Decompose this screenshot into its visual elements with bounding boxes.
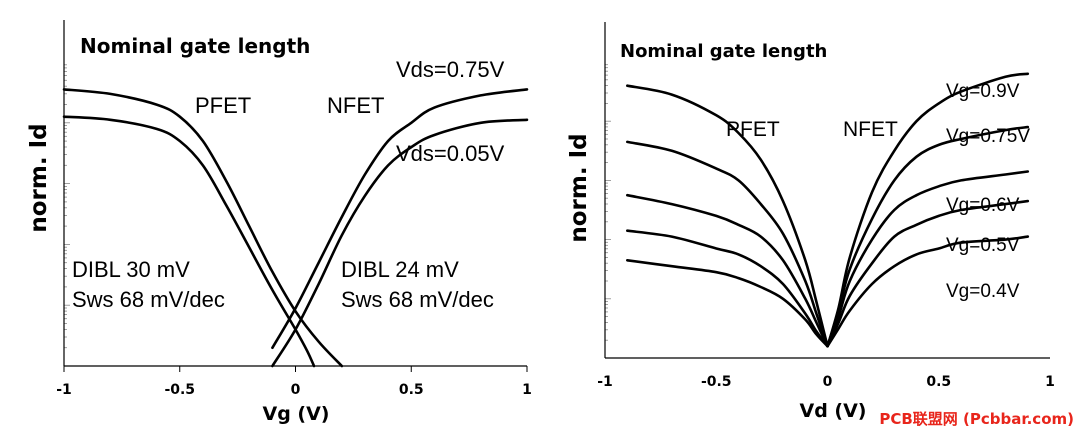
right-series-line-2 bbox=[626, 193, 829, 348]
curve-label-vg-0.5: Vg=0.5V bbox=[946, 235, 1020, 256]
right-x-tick-label: 0 bbox=[823, 374, 833, 390]
right-series-group bbox=[626, 72, 1030, 348]
left-x-axis-label: Vg (V) bbox=[263, 403, 330, 425]
right-series-line-6 bbox=[826, 125, 1030, 348]
curve-label-vg-0.9: Vg=0.9V bbox=[946, 81, 1020, 102]
left-x-ticks bbox=[63, 366, 528, 372]
left-series-line-3 bbox=[271, 118, 529, 368]
right-x-tick-label: 1 bbox=[1045, 374, 1055, 390]
right-series-line-5 bbox=[826, 72, 1030, 348]
right-pfet-label: PFET bbox=[726, 118, 780, 141]
right-x-tick-label: -1 bbox=[597, 374, 613, 390]
right-chart-panel: -1 -0.5 0 0.5 1 Vd (V) norm. Id Nominal … bbox=[566, 22, 1055, 422]
right-y-minor-ticks bbox=[605, 64, 611, 359]
right-series-line-8 bbox=[826, 199, 1030, 348]
left-x-tick-label: -1 bbox=[56, 382, 72, 398]
vds-low-label: Vds=0.05V bbox=[396, 141, 505, 166]
right-series-line-1 bbox=[626, 140, 829, 348]
left-nfet-label: NFET bbox=[327, 93, 384, 118]
curve-label-vg-0.6: Vg=0.6V bbox=[946, 195, 1020, 216]
left-pfet-label: PFET bbox=[195, 93, 251, 118]
curve-label-vg-0.75: Vg=0.75V bbox=[946, 126, 1030, 147]
pfet-sws-label: Sws 68 mV/dec bbox=[72, 287, 225, 312]
right-series-line-4 bbox=[626, 259, 829, 348]
left-x-tick-label: 0 bbox=[291, 382, 301, 398]
left-x-tick-label: 1 bbox=[522, 382, 532, 398]
left-y-axis-label: norm. Id bbox=[26, 123, 52, 232]
right-chart-title: Nominal gate length bbox=[620, 41, 827, 62]
curve-label-vg-0.4: Vg=0.4V bbox=[946, 281, 1020, 302]
left-series-group bbox=[62, 88, 529, 368]
left-series-line-1 bbox=[62, 115, 316, 368]
left-x-tick-label: 0.5 bbox=[399, 382, 424, 398]
left-series-line-2 bbox=[271, 88, 529, 350]
nfet-dibl-label: DIBL 24 mV bbox=[341, 257, 459, 282]
left-chart-title: Nominal gate length bbox=[80, 34, 310, 58]
right-x-axis-label: Vd (V) bbox=[800, 400, 867, 422]
right-x-tick-label: 0.5 bbox=[926, 374, 951, 390]
left-x-tick-label: -0.5 bbox=[164, 382, 195, 398]
watermark-text: PCB联盟网 (Pcbbar.com) bbox=[879, 410, 1074, 428]
left-chart-panel: -1 -0.5 0 0.5 1 Vg (V) norm. Id Nominal … bbox=[26, 20, 532, 425]
left-y-minor-ticks bbox=[64, 64, 70, 367]
right-series-line-3 bbox=[626, 229, 829, 348]
vds-high-label: Vds=0.75V bbox=[396, 57, 505, 82]
right-series-line-9 bbox=[826, 235, 1030, 348]
right-x-tick-label: -0.5 bbox=[701, 374, 732, 390]
left-series-line-0 bbox=[62, 88, 344, 368]
right-y-axis-label: norm. Id bbox=[566, 133, 592, 242]
nfet-sws-label: Sws 68 mV/dec bbox=[341, 287, 494, 312]
right-nfet-label: NFET bbox=[843, 118, 898, 141]
right-series-line-7 bbox=[826, 170, 1030, 348]
pfet-dibl-label: DIBL 30 mV bbox=[72, 257, 190, 282]
right-series-line-0 bbox=[626, 84, 829, 348]
